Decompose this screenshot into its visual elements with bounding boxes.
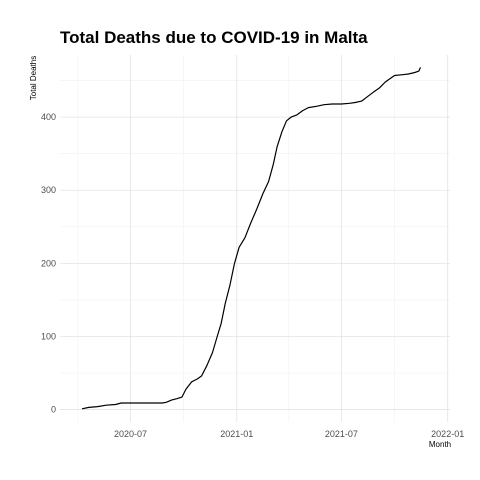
y-tick-label: 400 [41, 112, 56, 122]
y-tick-label: 100 [41, 331, 56, 341]
x-tick-label: 2021-07 [325, 429, 358, 439]
grid [60, 55, 450, 422]
x-tick-label: 2022-01 [431, 429, 464, 439]
x-axis-ticks: 2020-07 2021-01 2021-07 2022-01 [114, 429, 464, 439]
y-tick-label: 300 [41, 185, 56, 195]
x-tick-label: 2020-07 [114, 429, 147, 439]
series-layer [81, 67, 422, 410]
y-axis-label: Total Deaths [29, 56, 38, 100]
y-axis-ticks: 0 100 200 300 400 [41, 112, 56, 414]
y-tick-label: 0 [51, 405, 56, 415]
chart-title: Total Deaths due to COVID-19 in Malta [60, 28, 368, 47]
x-axis-label: Month [429, 440, 451, 449]
series-line-total-deaths [81, 67, 422, 410]
y-tick-label: 200 [41, 258, 56, 268]
x-tick-label: 2021-01 [220, 429, 253, 439]
